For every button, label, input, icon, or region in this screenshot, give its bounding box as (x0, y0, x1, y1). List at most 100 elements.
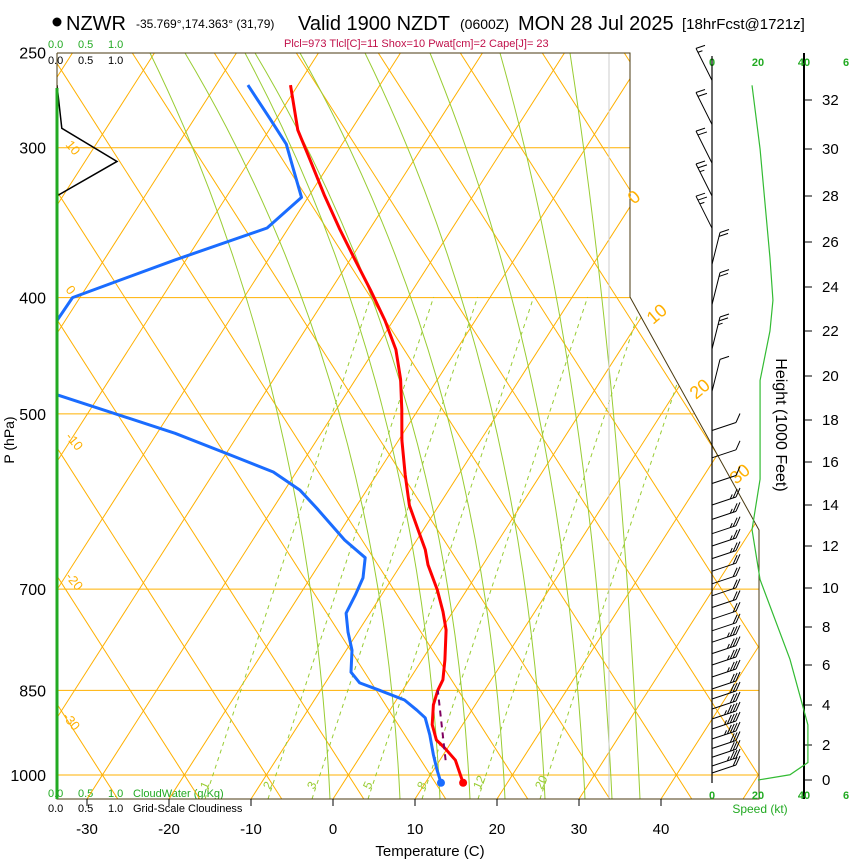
x-tick-label: 10 (407, 821, 424, 838)
isotherm-line (660, 53, 759, 799)
wind-barb-feather (732, 567, 738, 577)
wind-barb (695, 160, 713, 197)
height-tick-label: 14 (822, 497, 839, 514)
height-tick-label: 8 (822, 619, 830, 636)
wind-barb-feather (719, 355, 730, 360)
wind-barb-feather (735, 671, 741, 682)
wind-barb-feather (729, 673, 735, 684)
wind-barb-feather (732, 503, 738, 513)
wind-barb-feather (729, 547, 733, 553)
speed-tick-label-bottom: 40 (798, 790, 810, 802)
wind-barb (711, 740, 741, 758)
wind-barb-feather (735, 721, 741, 732)
cloudwater-tick: 0.0 (48, 39, 63, 51)
wind-barb-shaft (695, 130, 713, 164)
wind-barb-feather (732, 722, 738, 733)
stability-indices: Plcl=973 Tlcl[C]=11 Shox=10 Pwat[cm]=2 C… (284, 38, 549, 50)
wind-barb-feather (732, 602, 738, 613)
cloudwater-tick: 0.5 (78, 39, 93, 51)
wind-barb (711, 671, 741, 690)
height-tick-label: 30 (822, 141, 839, 158)
wind-barb (711, 711, 741, 730)
y-axis-title: P (hPa) (1, 416, 17, 463)
wind-barb-shaft (711, 587, 737, 597)
speed-tick-label-bottom: 20 (752, 790, 764, 802)
pressure-tick-label: 700 (19, 582, 46, 599)
wind-barb-feather (695, 44, 706, 49)
wind-barb (711, 613, 741, 632)
wind-barb-feather (724, 710, 727, 716)
wind-barb-shaft (711, 622, 737, 632)
wind-barb-feather (735, 740, 741, 750)
wind-barb (695, 127, 713, 164)
wind-barb-shaft (711, 710, 737, 720)
wind-barb-feather (735, 755, 741, 766)
wind-barb (711, 466, 741, 484)
wind-barb-shaft (711, 449, 737, 459)
wind-barb-feather (729, 713, 735, 724)
dry-adiabat-line (131, 53, 611, 799)
pressure-tick-label: 500 (19, 407, 46, 424)
profiles (57, 84, 468, 787)
wind-barb (711, 269, 730, 305)
wind-barb (711, 755, 741, 774)
isotherm-label: 10 (63, 137, 84, 158)
wind-barb (711, 590, 741, 608)
speed-tick-label-top: 40 (798, 57, 810, 69)
height-tick-label: 16 (822, 454, 839, 471)
pressure-tick-label: 300 (19, 141, 46, 158)
mixing-ratio-line (367, 296, 535, 799)
dry-adiabat-line (377, 53, 759, 799)
wind-barb-feather (717, 322, 723, 326)
wind-barb-feather (729, 649, 735, 660)
mixing-ratio-line (477, 296, 645, 799)
wind-barb-shaft (695, 163, 713, 197)
station-coords: -35.769°,174.363° (31,79) (136, 17, 274, 31)
cloud-scale-bottom: 0.0 0.5 1.0 CloudWater (g/Kg) 0.0 0.5 1.… (48, 788, 243, 815)
height-tick-label: 2 (822, 737, 830, 754)
mixing-ratio-line (421, 296, 589, 799)
valid-date: MON 28 Jul 2025 (518, 13, 674, 35)
wind-barb-feather (729, 535, 733, 541)
dry-adiabat-line (213, 53, 693, 799)
wind-barb (695, 44, 713, 81)
dry-adiabat-line (57, 53, 201, 799)
wind-barb (711, 440, 741, 459)
cloudwater-tick: 0.5 (78, 788, 93, 800)
wind-barb-shaft (711, 730, 737, 740)
speed-tick-label-bottom: 6 (843, 790, 849, 802)
wind-barb-shaft (711, 757, 737, 767)
wind-barb-feather (735, 748, 741, 759)
x-tick-label: -10 (240, 821, 262, 838)
wind-barb-feather (729, 638, 735, 648)
wind-barb (711, 355, 730, 392)
wind-barb-feather (735, 466, 741, 476)
wind-barb-feather (735, 516, 741, 526)
wind-barb-feather (732, 591, 738, 601)
wind-barb (711, 659, 741, 678)
wind-barb-shaft (711, 680, 737, 690)
cloudiness-tick: 0.5 (78, 803, 93, 815)
dry-adiabat-line (459, 53, 759, 799)
dewpoint-line (57, 393, 443, 784)
wind-barb-shaft (711, 232, 721, 265)
speed-tick-label-top: 20 (752, 57, 764, 69)
wind-barb-shaft (695, 48, 713, 81)
mixing-ratio-label: 2 (260, 779, 276, 791)
wind-barb-feather (719, 313, 730, 318)
wind-barb-feather (735, 528, 741, 539)
wind-barb-shaft (711, 720, 737, 730)
wind-barb-feather (695, 89, 706, 93)
wind-barb (711, 691, 741, 710)
wind-barb (711, 701, 741, 720)
wind-barb-feather (735, 487, 741, 498)
wind-barb-feather (732, 702, 738, 713)
x-tick-label: 40 (653, 821, 670, 838)
wind-barb-feather (735, 636, 741, 646)
wind-panel: 0246810121416182022242628303200202040406… (695, 44, 849, 802)
dry-adiabat-line (295, 53, 759, 799)
mixing-ratio-line (267, 296, 435, 799)
wind-barb-feather (732, 692, 738, 703)
wind-barb-feather (732, 579, 738, 589)
height-tick-label: 20 (822, 368, 839, 385)
